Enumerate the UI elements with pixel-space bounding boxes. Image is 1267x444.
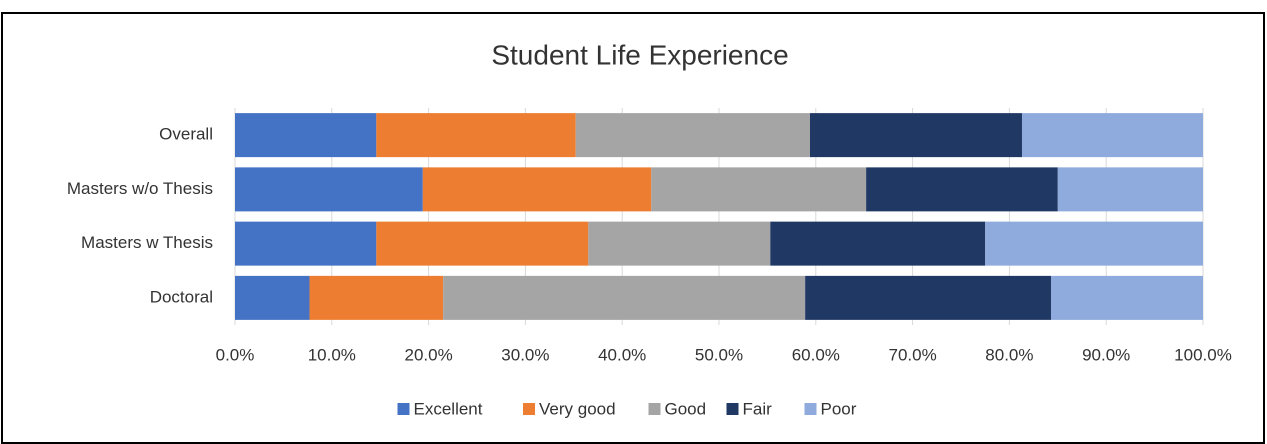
bar-segment (1057, 167, 1203, 212)
x-tick-label: 60.0% (792, 345, 840, 364)
y-tick-label: Doctoral (150, 287, 213, 306)
legend-label: Very good (539, 399, 616, 418)
bar-segment (235, 167, 423, 212)
bar-segment (422, 167, 652, 212)
bar-segment (235, 221, 377, 266)
legend-swatch (523, 403, 535, 415)
bar-segment (309, 275, 444, 320)
x-tick-label: 50.0% (695, 345, 743, 364)
bar-segment (651, 167, 867, 212)
legend-swatch (397, 403, 410, 415)
x-tick-label: 100.0% (1174, 345, 1232, 364)
x-tick-label: 80.0% (985, 345, 1033, 364)
bar-segment (985, 221, 1203, 266)
bar-segment (376, 221, 589, 266)
x-tick-label: 70.0% (888, 345, 936, 364)
bar-segment (235, 275, 310, 320)
bar-segment (575, 113, 810, 158)
bar-segment (376, 113, 576, 158)
y-tick-label: Masters w Thesis (81, 233, 213, 252)
bar-segment (805, 275, 1052, 320)
bar-segment (809, 113, 1022, 158)
bar-segment (235, 113, 377, 158)
x-tick-label: 90.0% (1082, 345, 1130, 364)
legend-label: Poor (821, 399, 857, 418)
legend-swatch (804, 403, 817, 415)
legend-swatch (726, 403, 739, 415)
y-tick-label: Masters w/o Thesis (67, 179, 213, 198)
legend-label: Good (665, 399, 707, 418)
x-tick-label: 30.0% (501, 345, 549, 364)
bar-segment (588, 221, 771, 266)
bar-segment (1051, 275, 1203, 320)
bar-segment (866, 167, 1058, 212)
legend-swatch (648, 403, 661, 415)
legend-label: Excellent (414, 399, 483, 418)
x-tick-label: 20.0% (404, 345, 452, 364)
chart-title: Student Life Experience (491, 39, 788, 70)
x-tick-label: 10.0% (308, 345, 356, 364)
legend-label: Fair (743, 399, 773, 418)
y-tick-label: Overall (159, 125, 213, 144)
x-tick-label: 40.0% (598, 345, 646, 364)
x-tick-label: 0.0% (216, 345, 255, 364)
bar-segment (1021, 113, 1203, 158)
bar-segment (443, 275, 806, 320)
bar-segment (770, 221, 986, 266)
